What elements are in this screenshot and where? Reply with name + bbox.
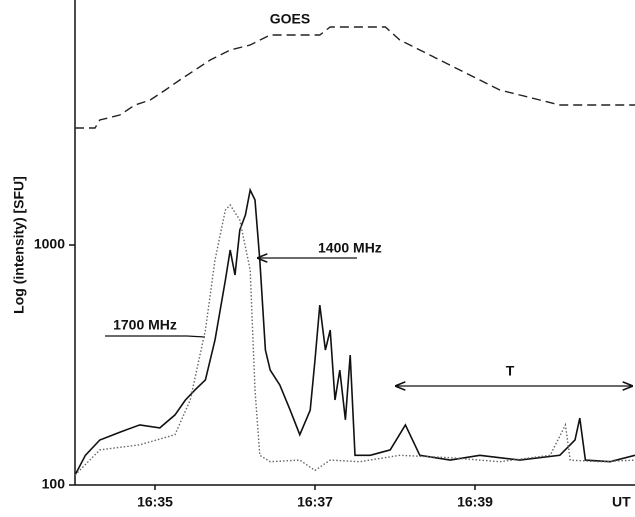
series-line [74, 187, 635, 476]
series-line [75, 26, 635, 129]
annotation: T [506, 363, 515, 379]
annotation: 1400 MHz [318, 240, 382, 256]
x-tick-label: 16:39 [457, 494, 493, 510]
series-line [74, 203, 635, 476]
y-tick-label: 1000 [34, 236, 65, 252]
x-axis-label: UT [612, 494, 631, 510]
y-tick-label: 100 [42, 476, 66, 492]
annotation: 1700 MHz [113, 317, 177, 333]
y-axis-label: Log (intensity) [SFU] [11, 176, 27, 314]
x-tick-label: 16:35 [137, 494, 173, 510]
x-tick-label: 16:37 [297, 494, 333, 510]
annotation-arrow [105, 335, 206, 338]
annotation: GOES [270, 11, 310, 27]
